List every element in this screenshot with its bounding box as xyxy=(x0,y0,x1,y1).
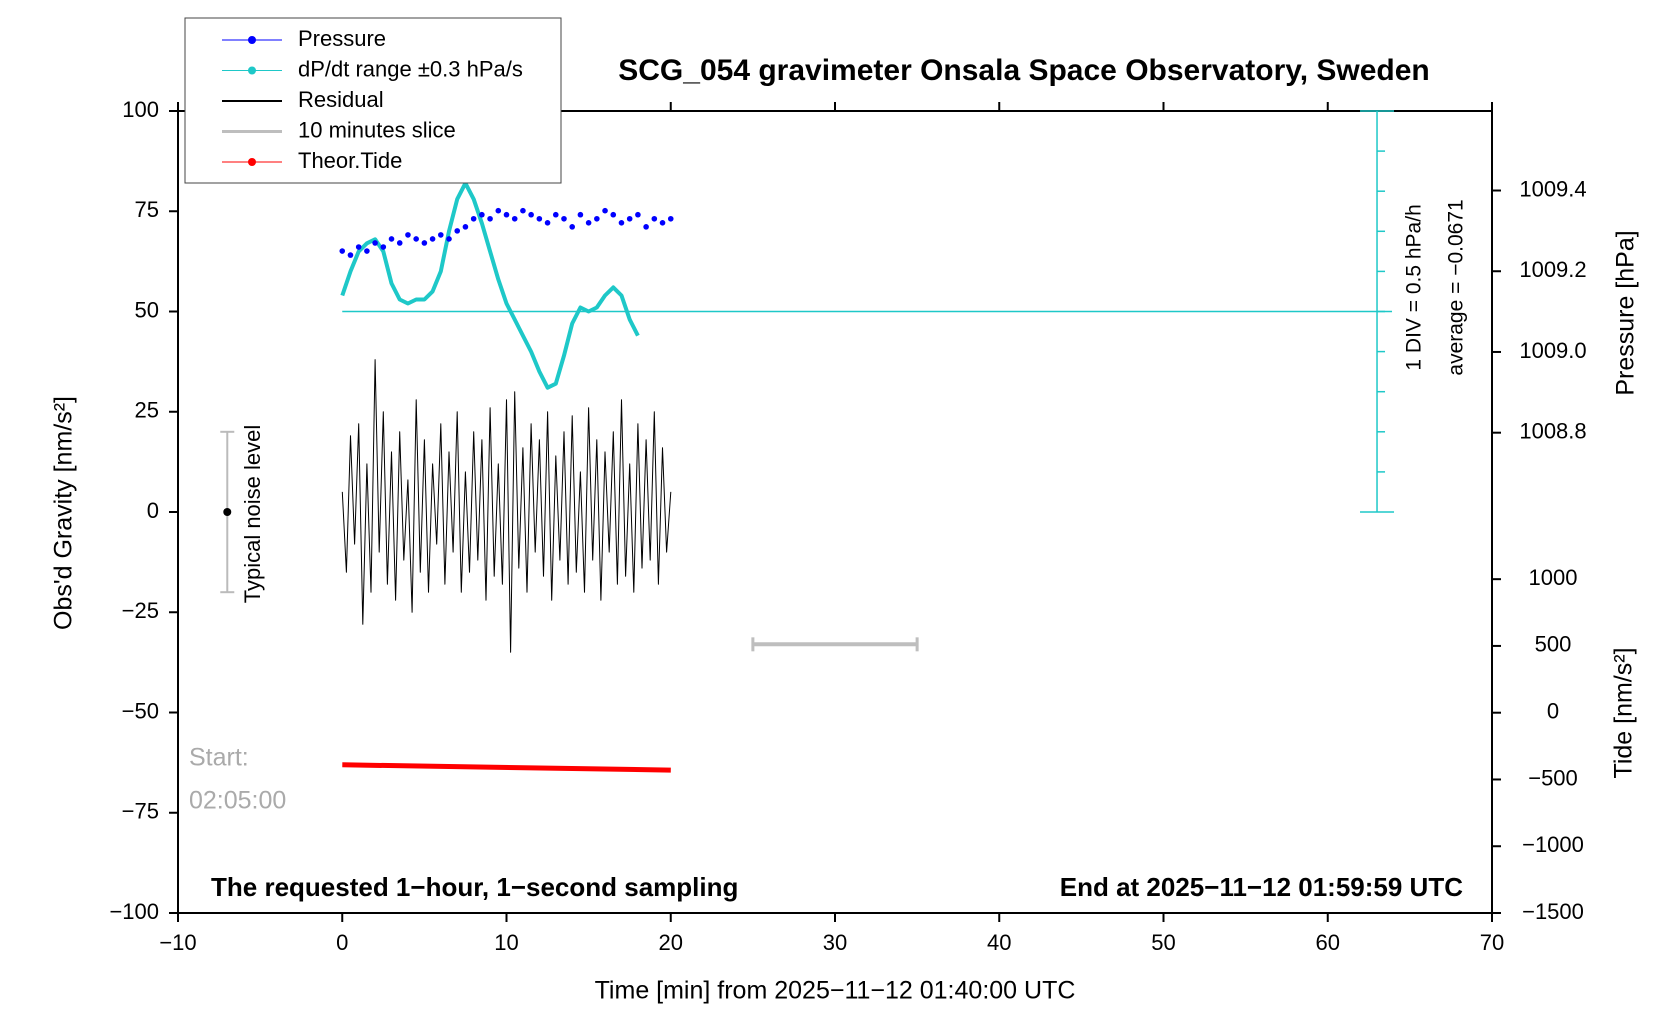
pressure-point xyxy=(364,248,370,254)
pressure-point xyxy=(585,220,592,226)
y-tick-label: −75 xyxy=(122,799,159,824)
y3-tick-label: 0 xyxy=(1547,699,1559,724)
pressure-point xyxy=(396,240,403,246)
y-tick-label: −50 xyxy=(122,698,159,723)
y-tick-label: −25 xyxy=(122,598,159,623)
legend-marker xyxy=(248,158,256,166)
pressure-point xyxy=(470,215,477,222)
pressure-point xyxy=(602,207,608,214)
rate-scale-label: 1 DIV = 0.5 hPa/h xyxy=(1403,204,1426,370)
footer-left: The requested 1−hour, 1−second sampling xyxy=(211,872,738,902)
pressure-point xyxy=(536,215,543,222)
legend-marker xyxy=(248,66,256,75)
x-tick-label: −10 xyxy=(159,930,196,955)
x-tick-label: 20 xyxy=(659,930,683,955)
x-tick-label: 60 xyxy=(1316,930,1340,955)
y3-tick-label: −1000 xyxy=(1522,832,1584,857)
y3-tick-label: −1500 xyxy=(1522,899,1584,924)
y3-tick-label: −500 xyxy=(1528,765,1578,790)
y2-tick-label: 1009.4 xyxy=(1519,176,1586,201)
pressure-point xyxy=(372,240,378,246)
y-tick-label: 25 xyxy=(135,398,159,423)
pressure-point xyxy=(528,211,534,218)
y2-tick-label: 1009.0 xyxy=(1519,338,1586,363)
pressure-point xyxy=(446,236,452,242)
legend-label: 10 minutes slice xyxy=(298,117,456,142)
x-axis-label: Time [min] from 2025−11−12 01:40:00 UTC xyxy=(595,977,1076,1005)
pressure-point xyxy=(544,220,551,226)
y-tick-label: 75 xyxy=(135,197,159,222)
noise-center xyxy=(223,508,232,516)
pressure-point xyxy=(561,215,567,222)
pressure-point xyxy=(626,215,633,222)
y-tick-label: −100 xyxy=(109,899,159,924)
pressure-point xyxy=(421,240,428,246)
y3-axis-label: Tide [nm/s²] xyxy=(1610,647,1638,778)
pressure-point xyxy=(651,215,658,222)
series-line xyxy=(341,359,672,653)
x-tick-label: 0 xyxy=(336,930,348,955)
pressure-point xyxy=(503,211,510,218)
series-line xyxy=(340,181,640,390)
pressure-point xyxy=(380,244,387,250)
pressure-point xyxy=(487,215,493,222)
pressure-point xyxy=(388,236,395,242)
chart-title: SCG_054 gravimeter Onsala Space Observat… xyxy=(618,54,1430,87)
x-tick-label: 70 xyxy=(1480,930,1504,955)
y-tick-label: 50 xyxy=(135,297,159,322)
pressure-point xyxy=(355,244,362,250)
pressure-point xyxy=(594,215,600,222)
x-tick-label: 50 xyxy=(1151,930,1175,955)
y2-axis-label: Pressure [hPa] xyxy=(1612,230,1640,395)
y-tick-label: 100 xyxy=(122,97,159,122)
pressure-point xyxy=(610,211,617,218)
pressure-point xyxy=(462,224,469,230)
legend-label: dP/dt range ±0.3 hPa/s xyxy=(298,56,523,81)
pressure-point xyxy=(552,211,559,218)
series-line xyxy=(342,762,671,773)
rate-average: average = −0.0671 xyxy=(1445,199,1468,375)
pressure-point xyxy=(454,228,461,234)
pressure-point xyxy=(643,224,649,230)
legend-marker xyxy=(248,36,256,44)
x-tick-label: 40 xyxy=(987,930,1011,955)
pressure-point xyxy=(413,236,419,242)
pressure-point xyxy=(429,236,436,242)
pressure-point xyxy=(635,211,641,218)
pressure-point xyxy=(659,220,666,226)
legend-label: Residual xyxy=(298,87,384,112)
y3-tick-label: 500 xyxy=(1535,632,1572,657)
pressure-point xyxy=(520,207,526,214)
pressure-point xyxy=(511,215,518,222)
pressure-point xyxy=(618,220,625,226)
y-tick-label: 0 xyxy=(147,498,159,523)
x-tick-label: 10 xyxy=(494,930,518,955)
pressure-point xyxy=(495,207,502,214)
y2-tick-label: 1009.2 xyxy=(1519,257,1586,282)
pressure-point xyxy=(479,211,485,218)
pressure-point xyxy=(347,252,354,258)
footer-right: End at 2025−11−12 01:59:59 UTC xyxy=(1060,872,1463,902)
legend-label: Pressure xyxy=(298,26,386,51)
pressure-point xyxy=(667,215,674,222)
y3-tick-label: 1000 xyxy=(1529,565,1578,590)
start-label: Start: xyxy=(189,744,249,772)
pressure-point xyxy=(339,248,346,254)
pressure-point xyxy=(577,211,584,218)
noise-label: Typical noise level xyxy=(240,425,265,604)
start-time: 02:05:00 xyxy=(189,787,286,815)
legend-label: Theor.Tide xyxy=(298,148,402,173)
y-axis-label: Obs'd Gravity [nm/s²] xyxy=(50,396,78,630)
pressure-point xyxy=(405,232,411,238)
y2-tick-label: 1008.8 xyxy=(1519,419,1586,444)
x-tick-label: 30 xyxy=(823,930,847,955)
pressure-point xyxy=(438,232,444,238)
pressure-point xyxy=(569,224,575,230)
